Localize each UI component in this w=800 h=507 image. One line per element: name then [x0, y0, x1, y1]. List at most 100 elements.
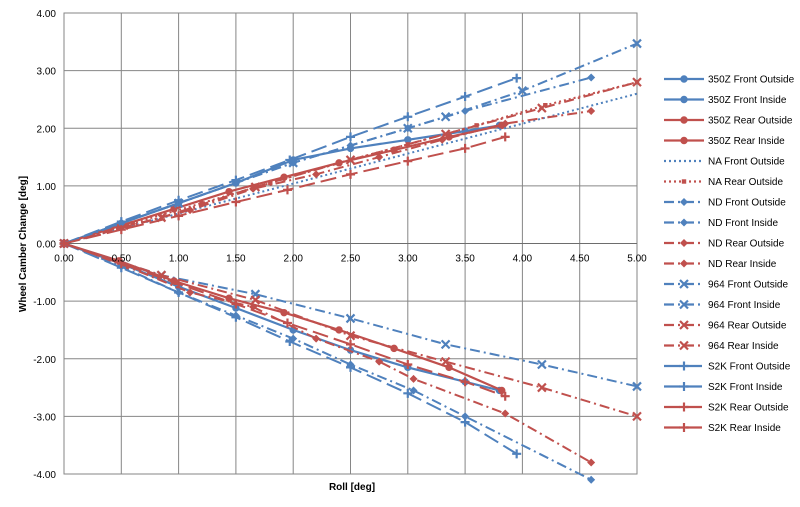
series-s2k-rear-inside: [59, 239, 510, 401]
legend-item: NA Rear Outside: [664, 177, 783, 188]
legend-item: ND Rear Outside: [664, 239, 785, 250]
data-point: [440, 129, 451, 139]
legend-swatch-marker: [680, 198, 688, 206]
legend-label: NA Rear Outside: [708, 177, 783, 188]
data-point: [632, 77, 642, 87]
legend-label: 350Z Front Inside: [708, 95, 787, 106]
x-tick-label: 0.00: [54, 254, 74, 265]
legend-label: 350Z Rear Outside: [708, 116, 793, 127]
data-point: [282, 318, 292, 328]
data-point: [587, 458, 596, 467]
x-tick-label: 4.50: [570, 254, 590, 265]
legend-swatch-marker: [680, 239, 688, 247]
data-point: [312, 170, 321, 179]
series-s2k-front-inside: [59, 239, 522, 459]
x-tick-label: 1.50: [226, 254, 246, 265]
legend-label: ND Front Outside: [708, 198, 786, 209]
legend-label: NA Front Outside: [708, 157, 785, 168]
data-point: [186, 288, 195, 297]
x-tick-label: 3.50: [455, 254, 475, 265]
legend-swatch-marker: [681, 179, 687, 184]
data-point: [231, 299, 241, 309]
series-s2k-front-outside: [59, 73, 522, 248]
data-point: [537, 359, 547, 370]
data-point: [403, 360, 413, 370]
data-point: [501, 409, 510, 418]
data-point: [409, 374, 418, 383]
legend-swatch-marker: [679, 320, 689, 330]
x-tick-label: 3.00: [398, 254, 418, 265]
legend-item: 350Z Rear Inside: [664, 136, 785, 147]
legend-label: 350Z Rear Inside: [708, 136, 785, 147]
data-point: [587, 73, 596, 82]
data-point: [231, 197, 241, 207]
data-point: [231, 175, 241, 185]
legend-swatch-marker: [680, 259, 688, 268]
y-tick-label: 0.00: [37, 240, 57, 251]
data-point: [116, 225, 126, 235]
x-axis-title: Roll [deg]: [329, 482, 375, 493]
data-point: [375, 153, 384, 162]
data-point: [460, 143, 470, 153]
legend-item: S2K Rear Inside: [664, 423, 781, 434]
legend-item: ND Front Inside: [664, 218, 778, 229]
legend-swatch-marker: [679, 382, 689, 391]
data-point: [440, 339, 451, 350]
legend-label: 964 Front Outside: [708, 280, 788, 291]
data-point: [282, 185, 292, 195]
data-point: [587, 475, 596, 484]
legend-swatch-marker: [679, 279, 689, 289]
data-point: [346, 132, 355, 142]
data-point: [537, 382, 547, 393]
data-point: [345, 313, 356, 324]
data-point: [460, 377, 470, 387]
data-point: [498, 386, 506, 395]
series-line: [63, 242, 506, 398]
y-tick-label: -1.00: [33, 297, 56, 308]
legend-item: ND Front Outside: [664, 198, 786, 209]
series-350z-rear-inside: [60, 239, 506, 395]
series-line: [63, 242, 592, 464]
data-point: [174, 279, 184, 289]
legend-item: 350Z Front Inside: [664, 95, 787, 106]
legend: 350Z Front Outside 350Z Front Inside 350Z …: [664, 75, 795, 434]
data-point: [405, 142, 410, 147]
series-layer: [59, 38, 642, 484]
data-point: [225, 187, 233, 196]
data-point: [632, 38, 642, 49]
data-point: [116, 217, 126, 227]
legend-label: 350Z Front Outside: [708, 75, 795, 86]
y-tick-label: 4.00: [37, 9, 57, 20]
legend-swatch-marker: [679, 402, 689, 412]
y-tick-label: 1.00: [37, 182, 57, 193]
legend-label: 964 Rear Inside: [708, 341, 779, 352]
series-line: [63, 92, 638, 245]
data-point: [440, 111, 451, 122]
data-point: [285, 155, 295, 165]
data-point: [403, 388, 413, 398]
data-point: [403, 123, 413, 134]
legend-swatch-marker: [679, 299, 689, 310]
legend-item: ND Rear Inside: [664, 259, 777, 270]
series-na-front-outside: [63, 92, 638, 245]
data-point: [500, 132, 510, 142]
legend-swatch-marker: [680, 116, 688, 124]
data-point: [500, 391, 510, 401]
legend-swatch-marker: [679, 340, 689, 351]
legend-swatch-marker: [680, 75, 688, 83]
data-point: [345, 330, 356, 341]
data-point: [130, 221, 135, 226]
legend-item: 350Z Front Outside: [664, 75, 795, 86]
legend-item: 964 Rear Outside: [664, 320, 787, 332]
legend-label: S2K Rear Inside: [708, 423, 781, 434]
data-point: [345, 155, 356, 165]
x-tick-label: 2.50: [341, 254, 361, 265]
data-point: [250, 182, 261, 192]
legend-item: 350Z Rear Outside: [664, 116, 793, 127]
x-tick-label: 5.00: [627, 254, 647, 265]
legend-label: 964 Front Inside: [708, 300, 781, 311]
data-point: [312, 334, 321, 343]
y-tick-label: -4.00: [33, 470, 56, 481]
